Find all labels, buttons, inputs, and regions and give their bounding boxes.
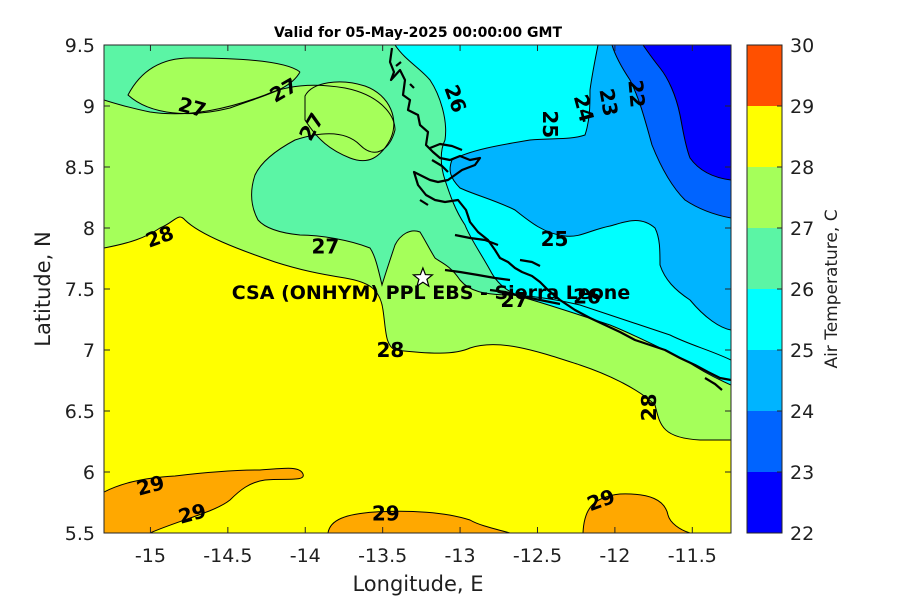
x-tick-label: -14.5 xyxy=(203,545,252,567)
y-tick-label: 8 xyxy=(83,218,95,240)
colorbar-tick-label: 28 xyxy=(790,157,814,179)
contour-label: 29 xyxy=(372,501,400,525)
y-axis: 5.5 6 6.5 7 7.5 8 8.5 9 9.5 xyxy=(65,35,731,545)
y-tick-label: 6.5 xyxy=(65,401,95,423)
y-tick-label: 9.5 xyxy=(65,35,95,57)
colorbar-segment xyxy=(747,289,782,350)
y-tick-label: 6 xyxy=(83,462,95,484)
contour-label: 27 xyxy=(311,234,339,258)
contour-label: 27 xyxy=(500,288,528,312)
colorbar-segment xyxy=(747,228,782,289)
colorbar-segment xyxy=(747,350,782,411)
x-tick-label: -12 xyxy=(599,545,630,567)
station-marker: CSA (ONHYM) PPL EBS - Sierra Leone xyxy=(232,266,630,304)
colorbar-tick-label: 30 xyxy=(790,35,814,57)
region-29-30-right xyxy=(583,493,690,533)
chart-title: Valid for 05-May-2025 00:00:00 GMT xyxy=(274,25,562,41)
region-27-28-inner xyxy=(128,58,300,114)
y-tick-label: 8.5 xyxy=(65,157,95,179)
x-tick-label: -13 xyxy=(445,545,476,567)
contour-lines xyxy=(104,45,731,533)
y-axis-label: Latitude, N xyxy=(31,231,55,347)
x-axis-label: Longitude, E xyxy=(352,572,483,596)
y-tick-label: 5.5 xyxy=(65,523,95,545)
colorbar-tick-label: 27 xyxy=(790,218,814,240)
contour-label: 23 xyxy=(594,87,622,119)
colorbar-segment xyxy=(747,106,782,167)
colorbar-segment xyxy=(747,167,782,228)
x-tick-label: -14 xyxy=(290,545,321,567)
region-28-29 xyxy=(104,217,731,533)
colorbar-tick-label: 25 xyxy=(790,340,814,362)
colorbar-tick-label: 22 xyxy=(790,523,814,545)
colorbar: 22 23 24 25 26 27 28 29 30 xyxy=(746,35,814,545)
y-tick-label: 9 xyxy=(83,96,95,118)
x-tick-label: -15 xyxy=(135,545,166,567)
y-tick-label: 7.5 xyxy=(65,279,95,301)
contour-label: 28 xyxy=(376,338,404,362)
colorbar-segment xyxy=(747,45,782,106)
x-tick-label: -11.5 xyxy=(668,545,717,567)
region-29-30-center xyxy=(328,511,510,533)
contour-label: 28 xyxy=(637,393,661,421)
coastline xyxy=(388,47,731,391)
y-tick-label: 7 xyxy=(83,340,95,362)
contour-label: 26 xyxy=(573,284,601,308)
contour-label: 22 xyxy=(623,79,649,109)
colorbar-label: Air Temperature, C xyxy=(822,209,842,368)
station-label: CSA (ONHYM) PPL EBS - Sierra Leone xyxy=(232,282,630,304)
colorbar-tick-label: 24 xyxy=(790,401,814,423)
region-29-30-left xyxy=(104,468,304,533)
x-axis: -15 -14.5 -14 -13.5 -13 -12.5 -12 -11.5 xyxy=(135,45,717,567)
colorbar-tick-label: 26 xyxy=(790,279,814,301)
x-tick-label: -13.5 xyxy=(358,545,407,567)
colorbar-tick-label: 29 xyxy=(790,96,814,118)
colorbar-segment xyxy=(747,411,782,472)
colorbar-segment xyxy=(747,472,782,533)
region-22-23 xyxy=(643,45,731,180)
plot-area xyxy=(104,45,731,533)
contour-label: 25 xyxy=(538,110,562,138)
contour-label: 25 xyxy=(541,227,569,251)
region-27-28-pocket xyxy=(305,81,394,161)
x-tick-label: -12.5 xyxy=(513,545,562,567)
colorbar-tick-label: 23 xyxy=(790,462,814,484)
station-star-icon xyxy=(411,266,435,288)
